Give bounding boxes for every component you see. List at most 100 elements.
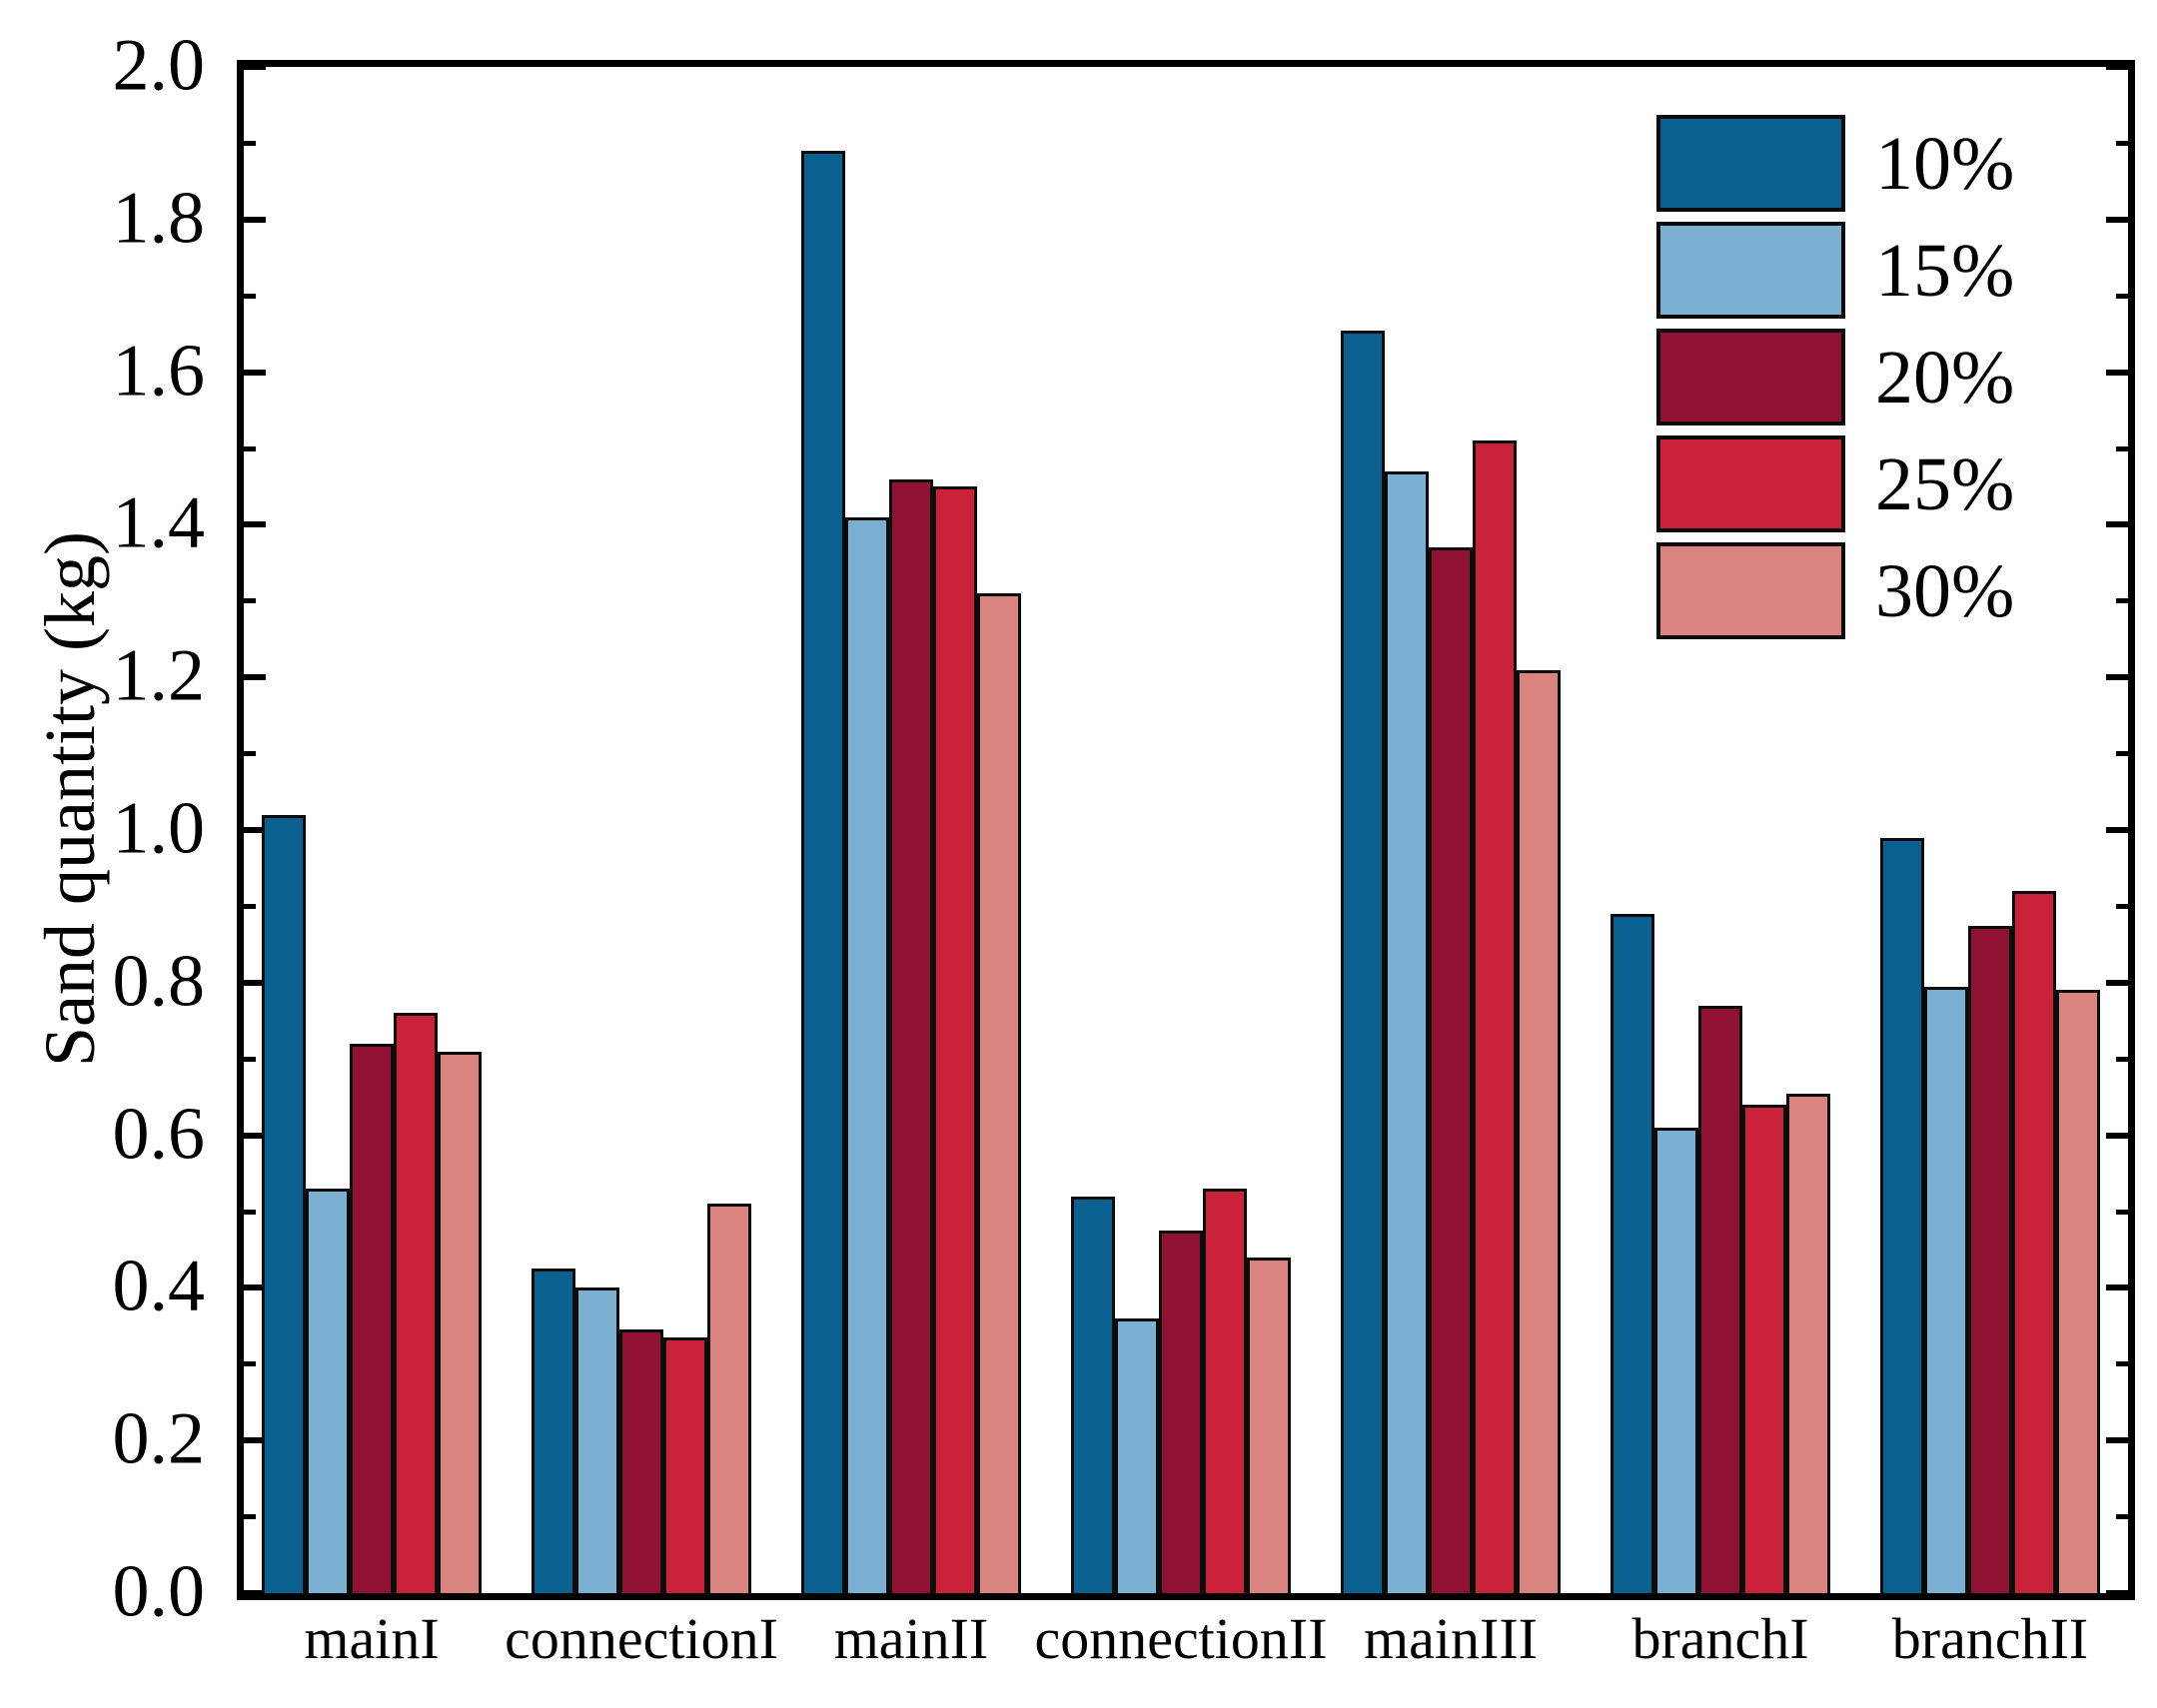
bar-branchI-30% (1786, 1093, 1830, 1593)
y-tick-label: 0.0 (112, 1550, 206, 1633)
bar-connectionII-15% (1115, 1317, 1159, 1593)
bar-branchI-15% (1654, 1127, 1698, 1593)
y-axis-left-tick (244, 979, 266, 986)
y-axis-right-tick (2106, 64, 2128, 70)
y-tick-label: 2.0 (112, 24, 206, 107)
bar-connectionI-30% (707, 1204, 751, 1593)
y-tick-label: 0.8 (112, 940, 206, 1023)
y-axis-left-tick (244, 1209, 256, 1215)
bar-mainII-20% (889, 478, 933, 1593)
y-axis-right-tick (2106, 979, 2128, 986)
bar-branchI-25% (1742, 1105, 1786, 1593)
x-tick-label-mainII: mainII (833, 1606, 989, 1671)
bar-connectionI-25% (663, 1337, 707, 1593)
bar-mainI-10% (262, 814, 306, 1593)
bar-mainIII-15% (1385, 470, 1429, 1593)
y-axis-left-tick (244, 1590, 266, 1596)
bar-connectionII-20% (1159, 1231, 1203, 1593)
y-axis-right-tick (2116, 1209, 2128, 1215)
bar-mainIII-10% (1341, 330, 1385, 1593)
y-axis-right-tick (2106, 216, 2128, 223)
y-tick-label: 1.0 (112, 787, 206, 870)
bar-branchI-10% (1611, 914, 1654, 1593)
y-axis-right-tick (2116, 445, 2128, 451)
bar-mainI-20% (350, 1043, 394, 1593)
y-tick-label: 1.2 (112, 634, 206, 717)
y-axis-left-tick (244, 369, 266, 376)
legend-item-25%: 25% (1656, 435, 2014, 532)
y-axis-left-tick (244, 674, 266, 681)
bar-mainIII-25% (1473, 440, 1517, 1593)
y-axis-left-tick (244, 1056, 256, 1062)
y-axis-right-tick (2106, 1132, 2128, 1139)
y-axis-left-tick (244, 445, 256, 451)
legend: 10% 15% 20% 25% 30% (1656, 115, 2014, 649)
bar-connectionI-20% (619, 1329, 663, 1593)
legend-swatch-10% (1656, 115, 1845, 212)
legend-label: 15% (1875, 228, 2015, 313)
legend-label: 20% (1875, 335, 2015, 420)
bar-connectionII-10% (1071, 1196, 1115, 1593)
y-axis-left-tick (244, 293, 256, 299)
bar-branchII-15% (1924, 986, 1968, 1593)
x-tick-label-connectionII: connectionII (1034, 1606, 1328, 1671)
legend-item-10%: 10% (1656, 115, 2014, 212)
bar-mainIII-20% (1429, 547, 1473, 1593)
legend-item-30%: 30% (1656, 542, 2014, 639)
bar-connectionII-30% (1247, 1257, 1291, 1593)
legend-label: 25% (1875, 441, 2015, 526)
x-tick-label-connectionI: connectionI (505, 1606, 778, 1671)
x-tick-label-branchI: branchI (1631, 1606, 1809, 1671)
y-tick-label: 1.8 (112, 177, 206, 260)
y-axis-left-tick (244, 1132, 266, 1139)
bar-connectionI-10% (532, 1269, 575, 1593)
y-axis-left-tick (244, 64, 266, 70)
y-tick-label: 1.4 (112, 481, 206, 564)
y-axis-right-tick (2106, 1437, 2128, 1444)
y-axis-left-tick (244, 598, 256, 604)
legend-item-15%: 15% (1656, 222, 2014, 319)
y-axis-left-tick (244, 216, 266, 223)
bar-mainII-30% (977, 593, 1021, 1593)
legend-swatch-25% (1656, 435, 1845, 532)
y-axis-right-tick (2106, 1590, 2128, 1596)
bar-mainII-25% (933, 486, 977, 1593)
y-tick-label: 0.2 (112, 1397, 206, 1480)
y-axis-right-tick (2116, 598, 2128, 604)
bar-mainI-15% (306, 1189, 350, 1593)
bar-branchII-20% (1968, 925, 2012, 1593)
y-axis-left-tick (244, 140, 256, 146)
y-axis-right-tick (2106, 674, 2128, 681)
y-axis-right-tick (2116, 1514, 2128, 1520)
bar-mainI-25% (394, 1013, 438, 1593)
bar-branchII-30% (2056, 990, 2100, 1593)
bar-mainII-15% (845, 516, 889, 1593)
bar-connectionI-15% (575, 1287, 619, 1593)
legend-label: 10% (1875, 121, 2015, 206)
y-axis-right-tick (2116, 293, 2128, 299)
bar-mainIII-30% (1517, 669, 1561, 1593)
y-axis-left-tick (244, 1361, 256, 1367)
y-axis-right-tick (2106, 369, 2128, 376)
legend-swatch-30% (1656, 542, 1845, 639)
legend-item-20%: 20% (1656, 329, 2014, 426)
y-axis-left-tick (244, 751, 256, 757)
y-axis-left-tick (244, 827, 266, 833)
y-axis-right-tick (2106, 827, 2128, 833)
x-tick-label-branchII: branchII (1891, 1606, 2089, 1671)
y-axis-right-tick (2116, 140, 2128, 146)
y-tick-label: 0.6 (112, 1093, 206, 1176)
y-axis-right-tick (2106, 1284, 2128, 1291)
y-axis-right-tick (2106, 521, 2128, 528)
x-tick-label-mainI: mainI (304, 1606, 440, 1671)
x-tick-label-mainIII: mainIII (1364, 1606, 1538, 1671)
y-axis-left-tick (244, 1514, 256, 1520)
y-axis-left-tick (244, 903, 256, 909)
bar-connectionII-25% (1203, 1189, 1247, 1593)
y-tick-label: 1.6 (112, 330, 206, 413)
y-axis-right-tick (2116, 903, 2128, 909)
y-axis-right-tick (2116, 1056, 2128, 1062)
legend-swatch-15% (1656, 222, 1845, 319)
y-tick-label: 0.4 (112, 1245, 206, 1327)
